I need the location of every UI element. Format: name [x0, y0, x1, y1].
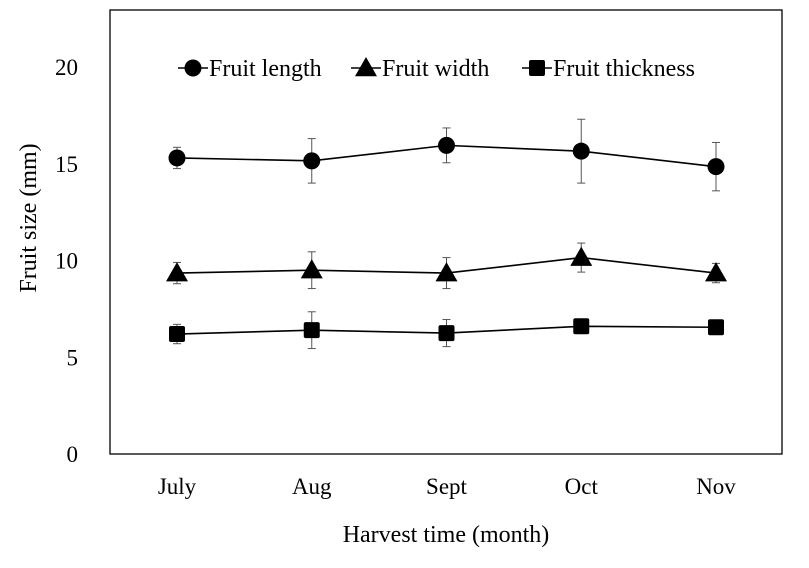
- y-tick-label: 5: [67, 345, 79, 370]
- y-tick-label: 10: [55, 249, 78, 274]
- legend-marker-square: [529, 60, 545, 76]
- data-point-square: [438, 325, 455, 342]
- data-point-circle: [572, 142, 590, 160]
- x-tick-labels: July Aug Sept Oct Nov: [158, 474, 736, 499]
- y-tick-label: 15: [55, 152, 78, 177]
- legend-marker-triangle: [355, 57, 377, 77]
- x-axis-title: Harvest time (month): [343, 522, 550, 548]
- legend-label: Fruit length: [209, 56, 322, 82]
- x-tick-label: Aug: [292, 474, 332, 499]
- data-point-triangle: [435, 262, 458, 282]
- legend-marker-circle: [184, 59, 202, 77]
- x-tick-label: Nov: [696, 474, 736, 499]
- data-point-triangle: [570, 246, 593, 266]
- data-point-square: [303, 322, 320, 339]
- data-point-circle: [168, 149, 186, 167]
- data-point-square: [573, 318, 590, 335]
- x-tick-label: Oct: [565, 474, 599, 499]
- x-tick-label: Sept: [426, 474, 468, 499]
- x-tick-label: July: [158, 474, 197, 499]
- data-point-triangle: [166, 262, 188, 282]
- data-point-square: [169, 326, 185, 343]
- data-point-square: [708, 319, 724, 336]
- data-point-circle: [438, 136, 455, 154]
- plot-frame: [109, 9, 783, 455]
- data-point-circle: [707, 158, 725, 176]
- legend-label: Fruit thickness: [553, 56, 695, 82]
- series-lines: [176, 144, 717, 335]
- data-point-triangle: [300, 259, 323, 279]
- y-axis-title: Fruit size (mm): [16, 143, 42, 292]
- legend: Fruit length Fruit width Fruit thickness: [178, 56, 695, 82]
- data-point-triangle: [705, 262, 727, 282]
- data-point-circle: [303, 152, 321, 170]
- legend-label: Fruit width: [382, 56, 489, 82]
- series-markers: [166, 136, 727, 343]
- y-tick-label: 20: [55, 55, 78, 80]
- y-tick-labels: 0 5 10 15 20: [55, 55, 78, 467]
- y-tick-label: 0: [67, 442, 79, 467]
